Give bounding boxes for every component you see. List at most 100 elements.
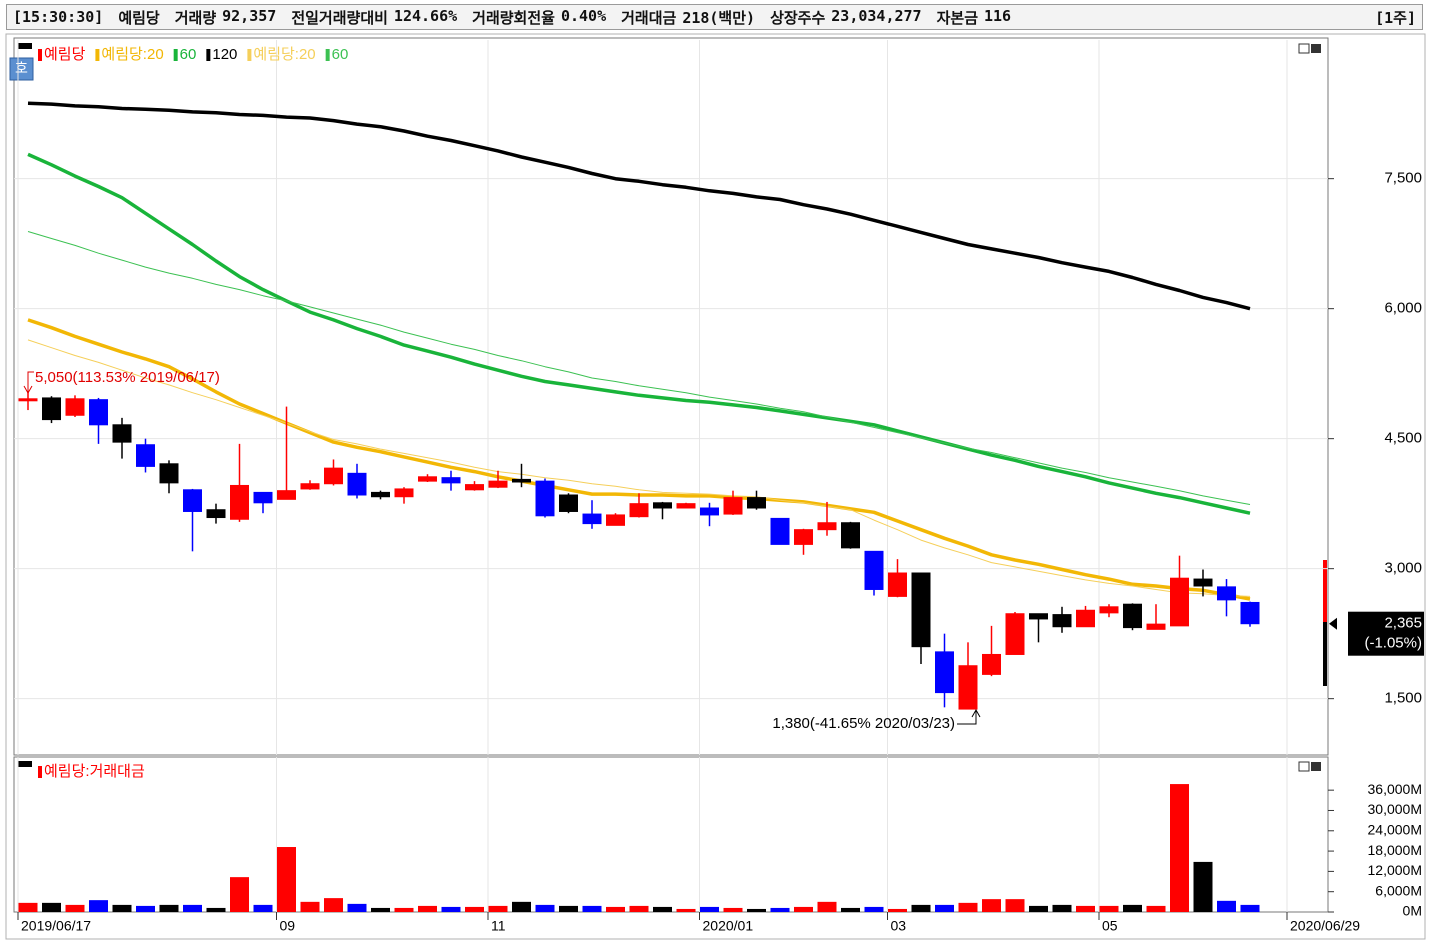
y-tick-label: 30,000M <box>1368 801 1422 817</box>
annotation-arrow <box>957 708 981 725</box>
volume-bar <box>230 877 249 912</box>
legend-marker <box>206 49 211 61</box>
volume-bar <box>864 906 884 912</box>
legend-marker <box>95 49 100 61</box>
price-panel <box>13 37 1329 756</box>
annotation-arrow <box>23 371 34 395</box>
quote-button[interactable] <box>9 57 34 81</box>
candle-body <box>1099 606 1119 614</box>
volume-bar <box>1076 905 1095 912</box>
candle-body <box>935 651 954 694</box>
volume-bar <box>935 904 954 912</box>
candle-body <box>300 483 320 490</box>
candle-body <box>1076 609 1095 628</box>
candle-body <box>277 490 296 500</box>
panel-handle[interactable] <box>18 43 32 49</box>
candle-body <box>183 489 202 512</box>
volume-bar <box>418 905 437 912</box>
y-tick-label: 6,000 <box>1384 300 1422 317</box>
y-tick-label: 12,000M <box>1368 862 1422 878</box>
legend-marker <box>38 766 42 778</box>
volume-bar <box>794 906 813 912</box>
header-field: 상장주수 23,034,277 <box>770 7 922 28</box>
y-tick-label: 7,500 <box>1384 170 1422 187</box>
volume-bar <box>253 904 273 912</box>
header-field-value: 92,357 <box>222 6 277 25</box>
candle-body <box>606 514 625 526</box>
candle-body <box>465 484 484 491</box>
header: [15:30:30] 예림당 거래량 92,357 전일거래량대비 124.66% 거래량회… <box>6 4 1423 30</box>
volume-bar <box>1029 905 1048 912</box>
volume-bar <box>112 904 132 912</box>
price-box <box>1348 611 1424 656</box>
legend-label: 예림당:20 <box>101 46 163 63</box>
price-change: (-1.05%) <box>1364 635 1422 652</box>
header-field-value: 23,034,277 <box>831 6 922 25</box>
legend-marker <box>247 49 252 61</box>
candle-body <box>747 497 766 509</box>
quote-button-label[interactable]: 호 <box>15 60 28 76</box>
volume-bar <box>888 908 907 912</box>
header-period[interactable]: [1주] <box>1375 8 1416 27</box>
volume-bar <box>582 905 602 912</box>
volume-bar <box>676 908 696 912</box>
header-field-label: 자본금 <box>936 8 978 27</box>
volume-bar <box>817 901 837 912</box>
range-indicator <box>1323 560 1327 622</box>
volume-bar <box>89 900 108 912</box>
legend-label: 60 <box>180 46 197 63</box>
candle-body <box>1005 613 1025 655</box>
candle-body <box>629 503 649 518</box>
header-name: 예림당 <box>118 8 160 27</box>
header-field: 거래대금 218(백만) <box>621 7 755 28</box>
legend-marker <box>325 49 330 61</box>
candle-body <box>18 398 38 402</box>
volume-bar <box>606 906 625 912</box>
candle-body <box>582 513 602 525</box>
x-tick-label: 09 <box>280 918 296 934</box>
volume-bar <box>911 904 931 912</box>
x-tick-label: 2019/06/17 <box>21 918 91 934</box>
panel-handle[interactable] <box>18 761 32 767</box>
header-field: 전일거래량대비 124.66% <box>291 7 457 28</box>
panel-icon[interactable] <box>1311 44 1321 53</box>
legend-label: 120 <box>212 46 237 63</box>
candle-body <box>89 399 108 426</box>
candle-body <box>418 476 437 482</box>
y-tick-label: 3,000 <box>1384 560 1422 577</box>
candle-body <box>888 572 907 597</box>
header-field-value: 116 <box>984 6 1012 25</box>
volume-bar <box>747 908 766 912</box>
header-field-label: 거래대금 <box>621 8 677 27</box>
panel-icon[interactable] <box>1311 762 1321 771</box>
candle-body <box>371 491 390 498</box>
panel-icon[interactable] <box>1298 761 1310 772</box>
volume-bar <box>159 904 179 912</box>
x-tick-label: 2020/01 <box>703 918 754 934</box>
candle-body <box>324 467 343 485</box>
legend-marker <box>38 49 42 61</box>
candle-body <box>159 463 179 484</box>
volume-bar <box>629 905 649 912</box>
candle-body <box>42 397 61 421</box>
y-tick-label: 18,000M <box>1368 842 1422 858</box>
volume-bar <box>488 905 508 912</box>
panel-icon[interactable] <box>1298 43 1310 54</box>
candle-body <box>136 444 155 467</box>
volume-bar <box>300 901 320 912</box>
y-tick-label: 4,500 <box>1384 430 1422 447</box>
candle-body <box>1170 577 1189 627</box>
panel-icons[interactable] <box>1298 43 1321 772</box>
labels: 2019/06/17 09 11 2020/01 03 05 2020/06/29 1,500… <box>21 46 1424 934</box>
volume-bar <box>206 907 226 912</box>
candle-body <box>559 494 578 512</box>
volume-bar <box>653 906 672 912</box>
volume-bar <box>1052 904 1072 912</box>
annotation: 5,050(113.53% 2019/06/17) <box>35 369 220 386</box>
volume-bar <box>1217 900 1236 912</box>
annotation: 1,380(-41.65% 2020/03/23) <box>772 715 955 732</box>
y-tick-label: 24,000M <box>1368 821 1422 837</box>
y-tick-label: 0M <box>1403 903 1422 919</box>
candle-body <box>1123 603 1142 629</box>
ma-line <box>27 339 1251 597</box>
